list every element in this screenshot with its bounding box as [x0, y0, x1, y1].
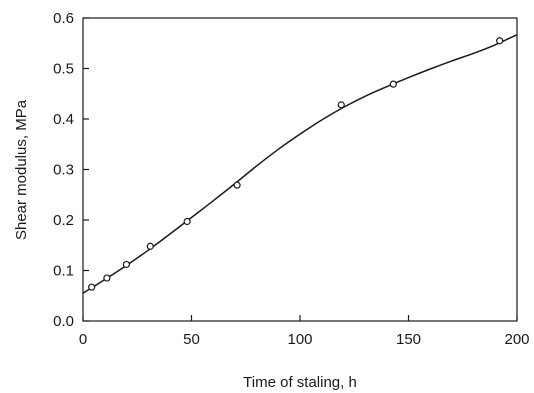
x-tick-label: 150 — [396, 331, 421, 348]
x-tick-label: 200 — [504, 331, 529, 348]
data-point — [103, 274, 111, 282]
fit-curve — [82, 33, 518, 294]
x-tick-label: 0 — [79, 331, 87, 348]
y-tick-label: 0.6 — [53, 10, 74, 27]
data-point — [389, 80, 397, 88]
y-axis: 0.0 0.1 0.2 0.3 0.4 0.5 0.6 — [53, 10, 89, 330]
y-tick-label: 0.5 — [53, 61, 74, 78]
y-tick-label: 0.2 — [53, 212, 74, 229]
y-tick-label: 0.1 — [53, 263, 74, 280]
data-markers — [88, 37, 504, 291]
x-axis: 0 50 100 150 200 — [79, 315, 530, 348]
data-point — [88, 283, 96, 291]
data-point — [337, 101, 345, 109]
x-tick-label: 50 — [183, 331, 200, 348]
data-point — [233, 181, 241, 189]
plot-frame — [82, 17, 518, 322]
data-point — [122, 260, 131, 269]
y-tick-label: 0.4 — [53, 111, 74, 128]
y-axis-label: Shear modulus, MPa — [13, 99, 30, 240]
x-tick-label: 100 — [287, 331, 312, 348]
x-axis-label: Time of staling, h — [243, 374, 357, 391]
data-point — [146, 242, 154, 250]
data-point — [183, 217, 191, 226]
y-tick-label: 0.0 — [53, 313, 74, 330]
data-point — [496, 37, 504, 45]
y-tick-label: 0.3 — [53, 162, 74, 179]
